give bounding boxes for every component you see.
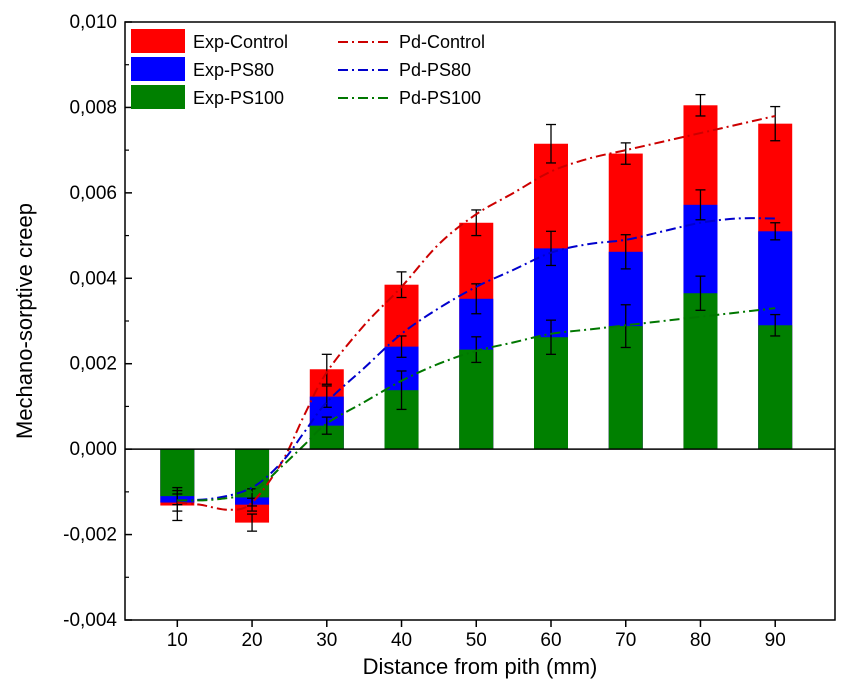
y-tick-label: 0,000 [69, 439, 117, 460]
y-axis-ticks: -0,004 -0,002 0,000 0,002 0,004 0,006 0,008 0,0… [63, 12, 132, 631]
legend-label-pd-control: Pd-Control [399, 32, 485, 52]
y-tick-label: 0,004 [69, 268, 117, 289]
legend-swatch-exp-control [131, 29, 185, 53]
line-pd-control [177, 114, 776, 511]
legend-swatch-exp-ps80 [131, 57, 185, 81]
y-tick-label: -0,002 [63, 525, 117, 546]
bar-exp-ps100-90 [758, 325, 793, 450]
x-tick-label: 60 [540, 630, 561, 651]
bars-layer [160, 105, 793, 523]
prediction-lines-layer [177, 114, 776, 511]
y-tick-label: -0,004 [63, 610, 117, 631]
y-tick-label: 0,002 [69, 354, 117, 375]
line-pd-ps80 [177, 217, 776, 502]
x-tick-label: 70 [615, 630, 636, 651]
y-tick-label: 0,008 [69, 97, 117, 118]
line-pd-ps100 [177, 307, 776, 502]
bar-exp-ps100-60 [534, 337, 568, 450]
legend-label-pd-ps100: Pd-PS100 [399, 88, 481, 108]
x-tick-label: 90 [765, 630, 786, 651]
legend-label-exp-ps80: Exp-PS80 [193, 60, 274, 80]
x-tick-label: 50 [466, 630, 487, 651]
legend: Exp-Control Exp-PS80 Exp-PS100 Pd-Control Pd… [131, 29, 485, 109]
x-tick-label: 40 [391, 630, 412, 651]
bar-exp-ps100-80 [683, 293, 718, 450]
x-tick-label: 20 [241, 630, 262, 651]
y-tick-label: 0,006 [69, 183, 117, 204]
x-tick-label: 30 [316, 630, 337, 651]
y-axis-label: Mechano-sorptive creep [12, 203, 37, 439]
y-tick-label: 0,010 [69, 12, 117, 33]
legend-swatch-exp-ps100 [131, 85, 185, 109]
x-tick-label: 10 [167, 630, 188, 651]
x-axis-ticks: 10 20 30 40 50 60 70 80 90 [167, 620, 786, 651]
bar-exp-ps100-50 [459, 349, 494, 450]
legend-label-pd-ps80: Pd-PS80 [399, 60, 471, 80]
x-axis-label: Distance from pith (mm) [363, 654, 598, 679]
x-tick-label: 80 [690, 630, 711, 651]
legend-label-exp-ps100: Exp-PS100 [193, 88, 284, 108]
legend-label-exp-control: Exp-Control [193, 32, 288, 52]
error-bars-layer [172, 93, 781, 532]
